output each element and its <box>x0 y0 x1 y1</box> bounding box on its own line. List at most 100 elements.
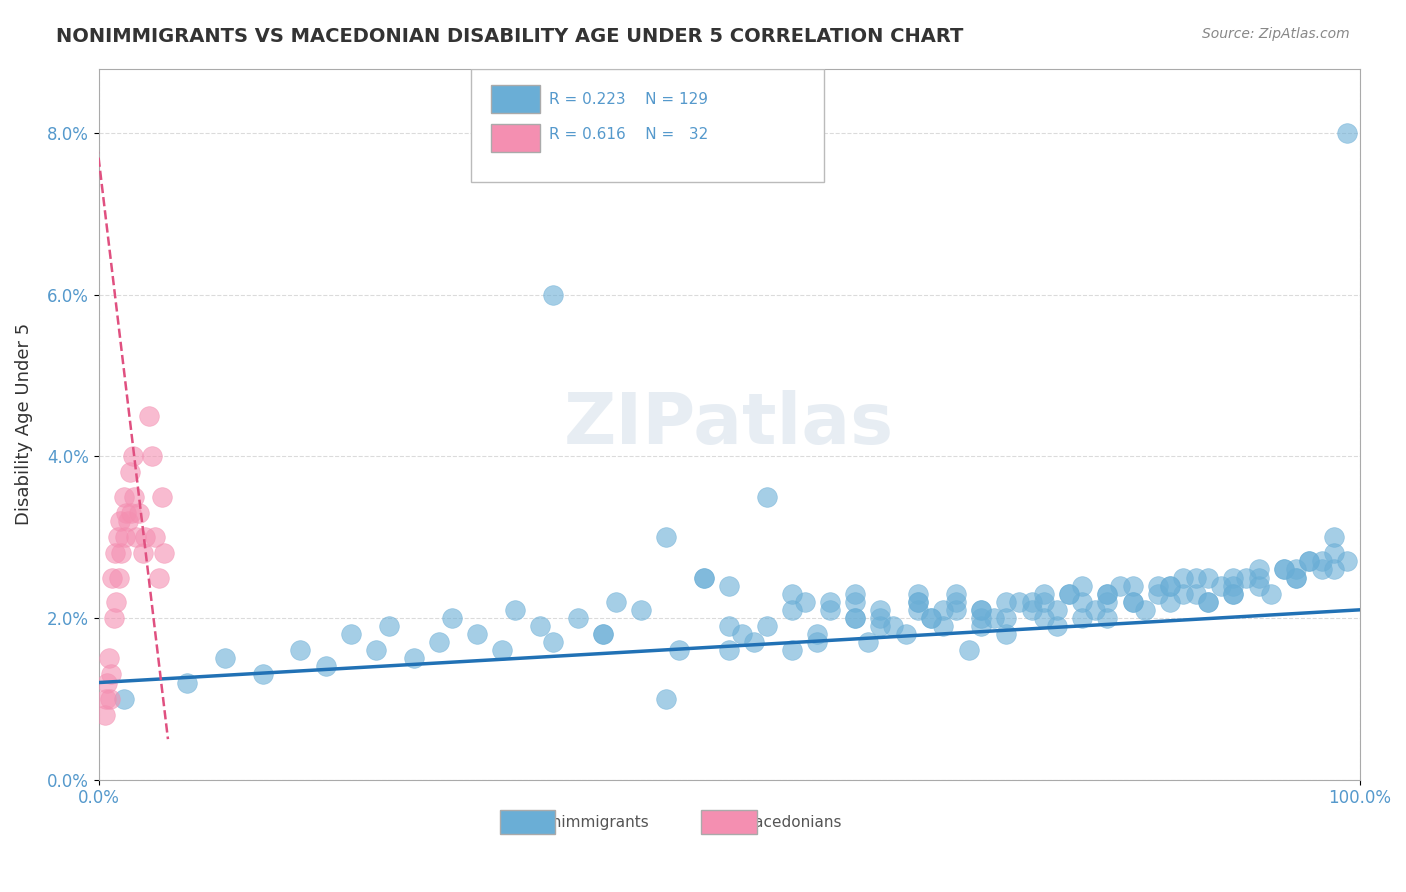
Point <box>1021 603 1043 617</box>
Point <box>339 627 361 641</box>
Point <box>128 506 150 520</box>
Point <box>529 619 551 633</box>
Point <box>1234 570 1257 584</box>
Point <box>125 530 148 544</box>
Point <box>856 635 879 649</box>
Point <box>112 490 135 504</box>
Point <box>869 619 891 633</box>
Point <box>1159 579 1181 593</box>
Point <box>755 619 778 633</box>
Point <box>105 595 128 609</box>
Point <box>541 287 564 301</box>
Point <box>1046 619 1069 633</box>
Point <box>96 691 118 706</box>
Point <box>377 619 399 633</box>
Point <box>1336 126 1358 140</box>
Point <box>1171 570 1194 584</box>
Point <box>1336 554 1358 568</box>
Point <box>108 514 131 528</box>
Y-axis label: Disability Age Under 5: Disability Age Under 5 <box>15 323 32 525</box>
Point <box>793 595 815 609</box>
Point <box>1260 587 1282 601</box>
Point <box>844 595 866 609</box>
Text: Nonimmigrants: Nonimmigrants <box>531 814 650 830</box>
Point <box>1323 530 1346 544</box>
Point <box>132 546 155 560</box>
Point <box>104 546 127 560</box>
Point <box>718 619 741 633</box>
Point <box>567 611 589 625</box>
Point <box>1033 611 1056 625</box>
Point <box>970 611 993 625</box>
Point <box>214 651 236 665</box>
Point <box>995 611 1018 625</box>
Point <box>945 587 967 601</box>
Point <box>94 707 117 722</box>
Point <box>1285 570 1308 584</box>
Point <box>970 619 993 633</box>
Point <box>1097 611 1119 625</box>
Point <box>141 450 163 464</box>
Point <box>1197 570 1219 584</box>
Point <box>541 635 564 649</box>
Point <box>143 530 166 544</box>
Point <box>1097 587 1119 601</box>
Point <box>844 611 866 625</box>
Point <box>844 587 866 601</box>
Text: Source: ZipAtlas.com: Source: ZipAtlas.com <box>1202 27 1350 41</box>
Point <box>1285 570 1308 584</box>
Point <box>1046 603 1069 617</box>
Point <box>1084 603 1107 617</box>
Point <box>655 691 678 706</box>
Point <box>1310 554 1333 568</box>
Point <box>806 627 828 641</box>
Point <box>117 514 139 528</box>
Point <box>100 667 122 681</box>
Point <box>730 627 752 641</box>
Point <box>101 570 124 584</box>
Point <box>1222 570 1244 584</box>
Point <box>1197 595 1219 609</box>
Point <box>1247 579 1270 593</box>
Point <box>755 490 778 504</box>
Point <box>882 619 904 633</box>
Point <box>1071 595 1094 609</box>
Point <box>103 611 125 625</box>
Point <box>120 506 142 520</box>
Point <box>97 651 120 665</box>
Point <box>107 570 129 584</box>
Point <box>718 643 741 657</box>
Point <box>121 450 143 464</box>
Point <box>1122 579 1144 593</box>
Point <box>1310 562 1333 576</box>
FancyBboxPatch shape <box>499 810 555 834</box>
Point <box>1097 587 1119 601</box>
Point <box>1008 595 1031 609</box>
Point <box>1159 595 1181 609</box>
Point <box>112 691 135 706</box>
Point <box>970 603 993 617</box>
Point <box>932 619 955 633</box>
Point <box>693 570 716 584</box>
Point <box>1146 587 1168 601</box>
Point <box>98 691 121 706</box>
Point <box>869 603 891 617</box>
Point <box>844 611 866 625</box>
Point <box>1184 570 1206 584</box>
Point <box>1071 579 1094 593</box>
Point <box>932 603 955 617</box>
Point <box>1122 595 1144 609</box>
Point <box>630 603 652 617</box>
Point <box>503 603 526 617</box>
Point <box>780 603 803 617</box>
Point <box>134 530 156 544</box>
Point <box>995 595 1018 609</box>
Point <box>907 595 929 609</box>
Point <box>894 627 917 641</box>
FancyBboxPatch shape <box>491 85 540 112</box>
Point <box>1033 595 1056 609</box>
Point <box>1209 579 1232 593</box>
Point <box>869 611 891 625</box>
Point <box>1222 587 1244 601</box>
Point <box>1272 562 1295 576</box>
